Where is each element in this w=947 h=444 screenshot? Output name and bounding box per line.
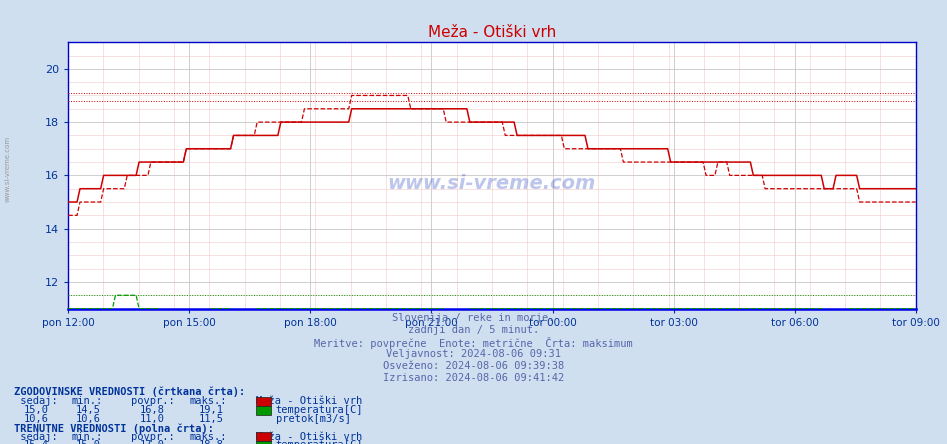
Text: pretok[m3/s]: pretok[m3/s] bbox=[276, 414, 350, 424]
Text: 18,8: 18,8 bbox=[199, 440, 223, 444]
Text: www.si-vreme.com: www.si-vreme.com bbox=[5, 136, 10, 202]
Text: maks.:: maks.: bbox=[189, 432, 227, 443]
Text: maks.:: maks.: bbox=[189, 396, 227, 406]
Text: 11,0: 11,0 bbox=[140, 414, 165, 424]
Text: Slovenija / reke in morje.: Slovenija / reke in morje. bbox=[392, 313, 555, 323]
Text: 17,0: 17,0 bbox=[140, 440, 165, 444]
Text: povpr.:: povpr.: bbox=[131, 396, 174, 406]
Text: povpr.:: povpr.: bbox=[131, 432, 174, 443]
Text: min.:: min.: bbox=[71, 432, 102, 443]
Text: Izrisano: 2024-08-06 09:41:42: Izrisano: 2024-08-06 09:41:42 bbox=[383, 373, 564, 383]
Text: 10,6: 10,6 bbox=[76, 414, 100, 424]
Text: Meritve: povprečne  Enote: metrične  Črta: maksimum: Meritve: povprečne Enote: metrične Črta:… bbox=[314, 337, 633, 349]
Text: 15,4: 15,4 bbox=[24, 440, 48, 444]
Text: 14,5: 14,5 bbox=[76, 405, 100, 415]
Title: Meža - Otiški vrh: Meža - Otiški vrh bbox=[428, 24, 556, 40]
Text: www.si-vreme.com: www.si-vreme.com bbox=[387, 174, 597, 193]
Text: Osveženo: 2024-08-06 09:39:38: Osveženo: 2024-08-06 09:39:38 bbox=[383, 361, 564, 371]
Text: ZGODOVINSKE VREDNOSTI (črtkana črta):: ZGODOVINSKE VREDNOSTI (črtkana črta): bbox=[14, 386, 245, 397]
Text: 15,0: 15,0 bbox=[24, 405, 48, 415]
Text: zadnji dan / 5 minut.: zadnji dan / 5 minut. bbox=[408, 325, 539, 335]
Text: temperatura[C]: temperatura[C] bbox=[276, 440, 363, 444]
Text: 11,5: 11,5 bbox=[199, 414, 223, 424]
Text: sedaj:: sedaj: bbox=[14, 432, 58, 443]
Text: 15,0: 15,0 bbox=[76, 440, 100, 444]
Text: sedaj:: sedaj: bbox=[14, 396, 58, 406]
Text: TRENUTNE VREDNOSTI (polna črta):: TRENUTNE VREDNOSTI (polna črta): bbox=[14, 423, 214, 434]
Text: 10,6: 10,6 bbox=[24, 414, 48, 424]
Text: Meža - Otiški vrh: Meža - Otiški vrh bbox=[256, 396, 362, 406]
Text: Meža - Otiški vrh: Meža - Otiški vrh bbox=[256, 432, 362, 443]
Text: min.:: min.: bbox=[71, 396, 102, 406]
Text: 19,1: 19,1 bbox=[199, 405, 223, 415]
Text: Veljavnost: 2024-08-06 09:31: Veljavnost: 2024-08-06 09:31 bbox=[386, 349, 561, 359]
Text: 16,8: 16,8 bbox=[140, 405, 165, 415]
Text: temperatura[C]: temperatura[C] bbox=[276, 405, 363, 415]
